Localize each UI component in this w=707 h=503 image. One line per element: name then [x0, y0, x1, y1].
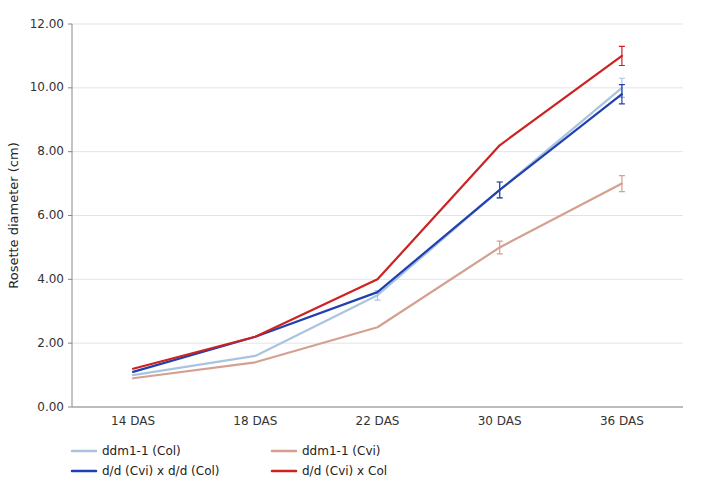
legend-label: ddm1-1 (Col) — [102, 444, 181, 458]
grid-line — [72, 87, 683, 88]
legend-label: d/d (Cvi) x Col — [302, 464, 387, 478]
legend-label: d/d (Cvi) x d/d (Col) — [102, 464, 220, 478]
x-tick-label: 14 DAS — [111, 414, 155, 428]
error-bar — [497, 241, 503, 254]
x-tick-label: 30 DAS — [478, 414, 522, 428]
grid-line — [72, 215, 683, 216]
series-line — [133, 56, 622, 369]
axes: 0.00 2.00 4.00 6.00 8.00 10.00 12.00 14 DAS 18 D… — [30, 17, 683, 429]
error-bar — [619, 85, 625, 104]
legend-swatch — [272, 470, 296, 473]
error-bar — [619, 46, 625, 65]
x-tick-label: 22 DAS — [356, 414, 400, 428]
y-tick — [68, 151, 72, 152]
grid-line — [72, 24, 683, 25]
grid-line — [72, 343, 683, 344]
y-tick — [68, 279, 72, 280]
chart-container: 0.00 2.00 4.00 6.00 8.00 10.00 12.00 14 DAS 18 D… — [0, 0, 707, 503]
y-tick-label: 12.00 — [30, 17, 64, 31]
y-tick-label: 2.00 — [37, 336, 64, 350]
plot-area — [133, 46, 625, 378]
y-tick-label: 6.00 — [37, 208, 64, 222]
y-axis-line — [72, 24, 73, 407]
legend: ddm1-1 (Col) ddm1-1 (Cvi) d/d (Cvi) x d/d … — [72, 444, 387, 478]
legend-label: ddm1-1 (Cvi) — [302, 444, 381, 458]
series-line — [133, 88, 622, 375]
x-tick-label: 36 DAS — [600, 414, 644, 428]
y-tick — [68, 343, 72, 344]
grid-line — [72, 151, 683, 152]
y-tick — [68, 24, 72, 25]
error-bar — [497, 182, 503, 198]
series-line — [133, 94, 622, 372]
y-tick-label: 4.00 — [37, 272, 64, 286]
series — [133, 78, 625, 375]
y-tick — [68, 407, 72, 408]
series — [133, 46, 625, 368]
legend-swatch — [72, 450, 96, 453]
x-tick-label: 18 DAS — [233, 414, 277, 428]
y-tick-label: 8.00 — [37, 144, 64, 158]
x-axis-line — [72, 407, 683, 408]
legend-swatch — [72, 470, 96, 473]
y-tick — [68, 87, 72, 88]
y-tick-label: 0.00 — [37, 400, 64, 414]
chart-svg: 0.00 2.00 4.00 6.00 8.00 10.00 12.00 14 DAS 18 D… — [0, 0, 707, 503]
y-tick — [68, 215, 72, 216]
legend-swatch — [272, 450, 296, 453]
grid — [72, 24, 683, 407]
y-axis-label: Rosette diameter (cm) — [6, 142, 21, 289]
error-bar — [619, 176, 625, 192]
series — [133, 85, 625, 372]
y-tick-label: 10.00 — [30, 80, 64, 94]
error-bar — [497, 182, 503, 198]
grid-line — [72, 407, 683, 408]
